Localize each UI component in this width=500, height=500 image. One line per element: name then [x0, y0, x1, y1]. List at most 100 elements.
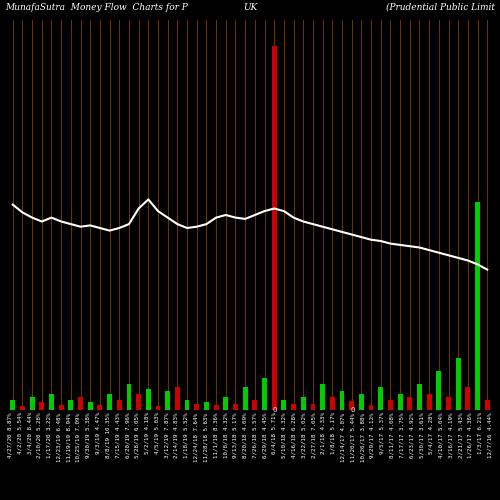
- Bar: [184, 400, 190, 410]
- Text: 1/18/19 5.52%: 1/18/19 5.52%: [184, 412, 189, 458]
- Text: 3/4/20 8.44%: 3/4/20 8.44%: [27, 412, 32, 455]
- Bar: [126, 384, 132, 410]
- Bar: [88, 402, 92, 410]
- Bar: [340, 390, 344, 410]
- Bar: [204, 402, 209, 410]
- Text: 4/10/17 5.04%: 4/10/17 5.04%: [438, 412, 444, 458]
- Text: 9/5/17 5.37%: 9/5/17 5.37%: [380, 412, 385, 455]
- Bar: [156, 406, 160, 410]
- Bar: [426, 394, 432, 410]
- Bar: [78, 397, 83, 410]
- Text: 5/30/17 3.61%: 5/30/17 3.61%: [419, 412, 424, 458]
- Text: 1/17/20 3.22%: 1/17/20 3.22%: [46, 412, 52, 458]
- Text: 7/17/17 3.75%: 7/17/17 3.75%: [400, 412, 404, 458]
- Text: 12/24/18 7.64%: 12/24/18 7.64%: [194, 412, 198, 462]
- Bar: [310, 404, 316, 410]
- Bar: [408, 397, 412, 410]
- Text: 3/16/17 4.19%: 3/16/17 4.19%: [448, 412, 454, 458]
- Bar: [98, 405, 102, 410]
- Text: 0: 0: [350, 408, 355, 414]
- Text: 2/10/20 5.28%: 2/10/20 5.28%: [37, 412, 42, 458]
- Text: 10/8/18 4.32%: 10/8/18 4.32%: [223, 412, 228, 458]
- Bar: [378, 386, 383, 410]
- Bar: [194, 404, 199, 410]
- Text: 2/21/17 5.43%: 2/21/17 5.43%: [458, 412, 463, 458]
- Text: 11/19/19 8.94%: 11/19/19 8.94%: [66, 412, 71, 462]
- Bar: [58, 405, 64, 410]
- Text: 4/2/20 5.54%: 4/2/20 5.54%: [17, 412, 22, 455]
- Text: 2/1/18 4.33%: 2/1/18 4.33%: [321, 412, 326, 455]
- Bar: [368, 405, 374, 410]
- Text: 9/30/19 5.38%: 9/30/19 5.38%: [86, 412, 91, 458]
- Text: 6/29/18 4.45%: 6/29/18 4.45%: [262, 412, 267, 458]
- Bar: [466, 386, 470, 410]
- Bar: [224, 397, 228, 410]
- Bar: [262, 378, 267, 410]
- Bar: [417, 384, 422, 410]
- Bar: [320, 384, 325, 410]
- Bar: [175, 386, 180, 410]
- Bar: [436, 371, 442, 410]
- Bar: [166, 390, 170, 410]
- Bar: [272, 46, 276, 410]
- Bar: [350, 401, 354, 410]
- Text: 10/25/19 7.09%: 10/25/19 7.09%: [76, 412, 81, 462]
- Bar: [68, 400, 73, 410]
- Text: 1/8/18 5.17%: 1/8/18 5.17%: [331, 412, 336, 455]
- Text: 12/23/19 6.48%: 12/23/19 6.48%: [56, 412, 62, 462]
- Text: 2/14/19 4.83%: 2/14/19 4.83%: [174, 412, 179, 458]
- Text: 5/4/17 4.28%: 5/4/17 4.28%: [429, 412, 434, 455]
- Text: 1/3/17 6.21%: 1/3/17 6.21%: [478, 412, 483, 455]
- Text: 5/28/19 6.05%: 5/28/19 6.05%: [135, 412, 140, 458]
- Text: 6/23/17 4.92%: 6/23/17 4.92%: [409, 412, 414, 458]
- Bar: [291, 404, 296, 410]
- Bar: [242, 386, 248, 410]
- Text: 0: 0: [272, 408, 276, 414]
- Bar: [456, 358, 460, 410]
- Text: 2/27/18 7.65%: 2/27/18 7.65%: [311, 412, 316, 458]
- Text: 8/11/17 4.08%: 8/11/17 4.08%: [390, 412, 394, 458]
- Text: 10/26/17 3.88%: 10/26/17 3.88%: [360, 412, 365, 462]
- Text: 11/20/17 5.44%: 11/20/17 5.44%: [350, 412, 356, 462]
- Bar: [252, 400, 258, 410]
- Text: 4/27/20 8.87%: 4/27/20 8.87%: [8, 412, 12, 458]
- Bar: [475, 202, 480, 410]
- Text: 12/7/16 4.44%: 12/7/16 4.44%: [488, 412, 492, 458]
- Bar: [136, 394, 141, 410]
- Bar: [107, 394, 112, 410]
- Bar: [388, 400, 393, 410]
- Text: MunafaSutra  Money Flow  Charts for P: MunafaSutra Money Flow Charts for P: [5, 2, 188, 12]
- Text: 8/8/19 10.35%: 8/8/19 10.35%: [106, 412, 110, 458]
- Bar: [10, 400, 15, 410]
- Text: 1/26/17 4.36%: 1/26/17 4.36%: [468, 412, 473, 458]
- Bar: [146, 389, 150, 410]
- Text: UK: UK: [243, 2, 257, 12]
- Text: 7/15/19 4.43%: 7/15/19 4.43%: [115, 412, 120, 458]
- Text: 7/26/18 5.57%: 7/26/18 5.57%: [252, 412, 258, 458]
- Bar: [40, 402, 44, 410]
- Text: 5/10/18 4.32%: 5/10/18 4.32%: [282, 412, 287, 458]
- Text: 9/13/18 5.17%: 9/13/18 5.17%: [233, 412, 238, 458]
- Text: 11/1/18 8.36%: 11/1/18 8.36%: [213, 412, 218, 458]
- Text: 11/28/18 5.63%: 11/28/18 5.63%: [204, 412, 208, 462]
- Text: 12/14/17 4.07%: 12/14/17 4.07%: [340, 412, 345, 462]
- Text: 5/2/19 4.18%: 5/2/19 4.18%: [144, 412, 150, 455]
- Text: 6/4/18 5.71%: 6/4/18 5.71%: [272, 412, 277, 455]
- Bar: [330, 397, 334, 410]
- Bar: [233, 404, 238, 410]
- Bar: [20, 406, 25, 410]
- Text: 3/12/19 7.87%: 3/12/19 7.87%: [164, 412, 169, 458]
- Bar: [214, 405, 218, 410]
- Text: 4/5/19 5.03%: 4/5/19 5.03%: [154, 412, 160, 455]
- Bar: [117, 400, 121, 410]
- Text: (Prudential Public Limit: (Prudential Public Limit: [386, 2, 495, 12]
- Text: 9/3/19 4.47%: 9/3/19 4.47%: [96, 412, 100, 455]
- Bar: [30, 397, 35, 410]
- Bar: [282, 400, 286, 410]
- Text: 9/29/17 4.12%: 9/29/17 4.12%: [370, 412, 375, 458]
- Bar: [359, 394, 364, 410]
- Bar: [49, 394, 54, 410]
- Bar: [301, 397, 306, 410]
- Bar: [398, 394, 402, 410]
- Text: 6/20/19 7.96%: 6/20/19 7.96%: [125, 412, 130, 458]
